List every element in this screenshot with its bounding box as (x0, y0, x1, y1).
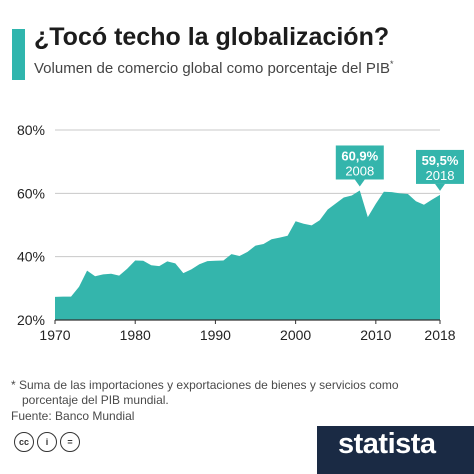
annotation-pointer (354, 179, 365, 187)
annotation-value: 60,9% (341, 148, 378, 163)
cc-icon[interactable]: cc (14, 432, 34, 452)
x-axis-ticks: 1970 1980 1990 2000 2010 2018 (39, 320, 456, 343)
subtitle-footnote-marker: * (390, 59, 394, 69)
x-tick-label: 1970 (39, 327, 70, 343)
x-tick-label: 1990 (200, 327, 231, 343)
x-tick-label: 2000 (280, 327, 311, 343)
by-icon[interactable]: i (37, 432, 57, 452)
annotations: 60,9%2008 59,5%2018 (335, 145, 464, 191)
annotation-year: 2018 (426, 168, 455, 183)
trade-volume-area (55, 190, 440, 320)
y-tick-label: 40% (17, 249, 45, 265)
footnote: * Suma de las importaciones y exportacio… (11, 378, 441, 408)
chart-subtitle: Volumen de comercio global como porcenta… (34, 60, 394, 78)
source-text: Fuente: Banco Mundial (11, 409, 135, 423)
footnote-line-1: * Suma de las importaciones y exportacio… (11, 378, 399, 392)
license-icons: cc i = (14, 432, 80, 452)
annotation-value: 59,5% (422, 153, 459, 168)
y-axis-ticks: 20% 40% 60% 80% (17, 122, 45, 328)
y-tick-label: 60% (17, 185, 45, 201)
annotation-pointer (435, 183, 445, 191)
statista-logo[interactable]: statista (338, 428, 436, 460)
footnote-line-2: porcentaje del PIB mundial. (22, 393, 169, 407)
subtitle-text: Volumen de comercio global como porcenta… (34, 60, 391, 77)
annotation-box (416, 149, 464, 184)
annotation-box (335, 145, 384, 180)
x-tick-label: 2010 (360, 327, 391, 343)
x-tick-label: 2018 (424, 327, 455, 343)
annotation-year: 2008 (345, 163, 374, 178)
brand-banner (317, 426, 474, 474)
chart-title: ¿Tocó techo la globalización? (34, 23, 390, 51)
x-tick-label: 1980 (120, 327, 151, 343)
title-accent-bar (12, 29, 25, 80)
nd-icon[interactable]: = (60, 432, 80, 452)
y-tick-label: 80% (17, 122, 45, 138)
y-tick-label: 20% (17, 312, 45, 328)
area-chart: 20% 40% 60% 80% 1970 1980 1990 2000 2010 2018 60… (17, 122, 464, 343)
